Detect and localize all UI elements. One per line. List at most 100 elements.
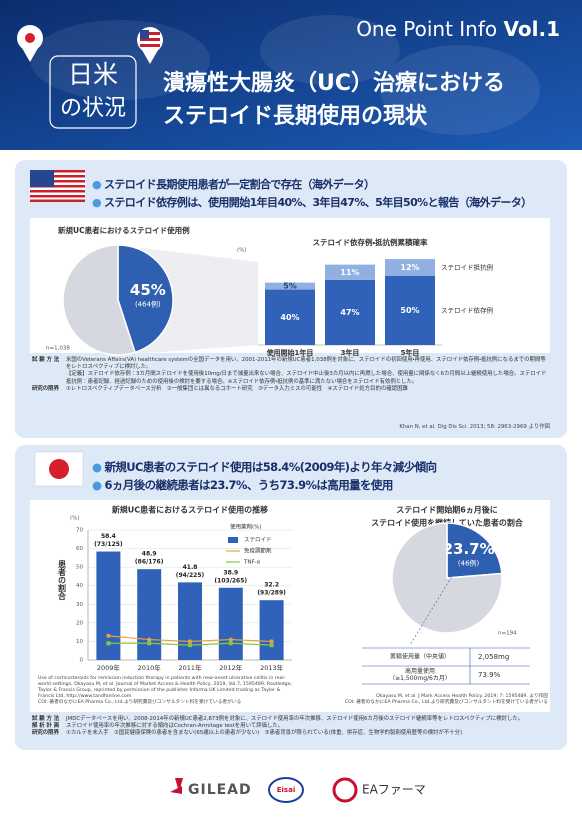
chart-title: ステロイド依存例・抵抗例累積確率 [312, 237, 428, 247]
pie-note: n=1,038 [46, 346, 70, 352]
table-label: 累積使用量（中央値） [390, 653, 450, 661]
note-text: ①カルテを未入手 ②国民健康保険の患者を含まない(65歳以上の患者が少ない) ③… [66, 730, 463, 737]
bar-label: 58.4 [101, 533, 116, 540]
note-text: ステロイド使用率の年次推移に対する傾向はCochran-Armitage tes… [66, 723, 284, 730]
bar-label: 48.9 [142, 551, 157, 558]
bar-label: 40% [280, 313, 299, 322]
badge: の状況 [60, 96, 126, 121]
y-unit: (%) [70, 516, 80, 522]
x-tick-label: 2011年 [178, 663, 202, 672]
jp-flag [34, 451, 84, 487]
note-row: 【定義】ステロイド依存例：3カ月間ステロイドを使用後10mg/日まで減量出来ない… [32, 371, 547, 385]
note-row: 研究の限界 ①レトロスペクティブデータベース分析 ②一般集団とは異なるコホート研究… [32, 386, 547, 393]
coi: COI: 著者のなかにEA Pharma Co., Ltd.より研究費及びコンサ… [38, 700, 242, 705]
note-row: 研究の限界 ①カルテを未入手 ②国民健康保険の患者を含まない(65歳以上の患者が少… [32, 730, 547, 737]
note-label [32, 371, 66, 385]
line-marker [106, 641, 111, 646]
pie-count: (464例) [135, 299, 161, 308]
bar-segment [325, 264, 375, 280]
note-label: 試 験 方 法 [32, 716, 60, 722]
us-notes: 試 験 方 法米国のVeterans Affairs(VA) healthcar… [32, 357, 547, 393]
note-row: 解 析 計 画ステロイド使用率の年次推移に対する傾向はCochran-Armit… [32, 723, 547, 730]
pie-note: n=194 [498, 631, 517, 637]
us-bullets: ステロイド長期使用患者が一定割合で存在（海外データ） ステロイド依存例は、使用開… [92, 176, 532, 212]
line-marker [147, 641, 152, 646]
citation: Khan N, et al. Dig Dis Sci. 2013; 58: 29… [399, 424, 550, 430]
y-tick-label: 20 [76, 620, 83, 626]
jp-bullets: 新規UC患者のステロイド使用は58.4%(2009年)より年々減少傾向 6ヵ月後… [92, 458, 437, 494]
pie-slice [62, 244, 136, 356]
y-tick-label: 10 [76, 639, 83, 645]
bar [218, 587, 243, 660]
line-marker [188, 639, 192, 644]
ea-mark [332, 777, 358, 803]
table-value: 2,058mg [478, 653, 509, 661]
chart-title: 新規UC患者におけるステロイド使用例 [57, 225, 190, 235]
x-tick-label: 2010年 [138, 663, 162, 672]
title: 潰瘍性大腸炎（UC）治療における [163, 70, 505, 96]
bar-label: 32.2 [264, 582, 279, 589]
line-marker [147, 637, 152, 642]
bar-label: 47% [340, 308, 359, 317]
pie-slice [446, 522, 503, 579]
bar-label: 12% [400, 263, 419, 272]
chart-title: 新規UC患者におけるステロイド使用の推移 [111, 505, 268, 515]
legend-label: ステロイド依存例 [441, 305, 494, 314]
jp-notes: 試 験 方 法 JMDCデータベースを用い、2008-2014年の新規UC患者2,… [32, 716, 547, 738]
credit-text: Use of corticosteroids for remission ind… [38, 676, 293, 699]
chart-title: ステロイド開始期6ヵ月後に [396, 505, 498, 515]
bar-label: 50% [400, 306, 419, 315]
jp-pin [17, 25, 43, 62]
legend-label: ステロイド抵抗例 [441, 262, 494, 271]
bullet: 6ヵ月後の継続患者は23.7%、うち73.9%は高用量を使用 [92, 476, 436, 494]
note-text: JMDCデータベースを用い、2008-2014年の新規UC患者2,873例を対象… [66, 716, 524, 722]
bullet: 新規UC患者のステロイド使用は58.4%(2009年)より年々減少傾向 [92, 458, 437, 476]
pie-slice [117, 244, 174, 354]
bar-fraction: (73/125) [94, 541, 123, 548]
logo: Eisai [277, 786, 295, 794]
x-tick-label: 3年目 [341, 348, 360, 357]
note-label: 研究の限界 [32, 385, 59, 392]
legend-label: ステロイド [244, 537, 272, 544]
note-row: 試 験 方 法米国のVeterans Affairs(VA) healthcar… [32, 357, 547, 371]
eisai-mark [268, 777, 304, 803]
note-label: 研究の限界 [32, 730, 59, 737]
bar-segment [385, 259, 435, 276]
x-tick-label: 2013年 [260, 663, 284, 672]
pie-slice [391, 522, 503, 634]
us-pin [137, 27, 163, 64]
line-marker [188, 643, 192, 648]
citation: Okayasu M, et al. J Mark Access Health P… [376, 694, 548, 699]
line-marker [228, 641, 233, 646]
note-label: 解 析 計 画 [32, 723, 60, 730]
note-label: 試 験 方 法 [32, 357, 60, 363]
badge: 日米 [68, 60, 118, 89]
bar [259, 600, 284, 660]
x-tick-label: 2012年 [219, 663, 243, 672]
bar-segment [265, 289, 315, 345]
line-marker [228, 637, 233, 642]
bar [137, 569, 162, 660]
world-map [30, 15, 540, 135]
x-tick-label: 5年目 [401, 348, 420, 357]
bar-segment [385, 275, 435, 345]
gilead-logo [170, 778, 183, 794]
bar-segment [265, 282, 315, 290]
x-tick-label: 使用開始1年目 [266, 348, 314, 357]
note-row: 試 験 方 法 JMDCデータベースを用い、2008-2014年の新規UC患者2,… [32, 716, 547, 723]
y-tick-label: 50 [76, 565, 83, 571]
bullet: ステロイド長期使用患者が一定割合で存在（海外データ） [92, 176, 532, 194]
series: One Point Info [356, 17, 497, 41]
bar-fraction: (103/265) [214, 577, 247, 584]
bar-label: 11% [340, 268, 359, 277]
title: ステロイド長期使用の現状 [163, 104, 428, 129]
bar-label: 5% [283, 282, 297, 291]
credit: Use of corticosteroids for remission ind… [38, 676, 298, 706]
volume: Vol.1 [504, 17, 561, 41]
line-marker [269, 639, 274, 644]
y-tick-label: 70 [76, 528, 83, 534]
us-flag [30, 170, 85, 202]
y-label: 患者の割合 [57, 559, 67, 601]
